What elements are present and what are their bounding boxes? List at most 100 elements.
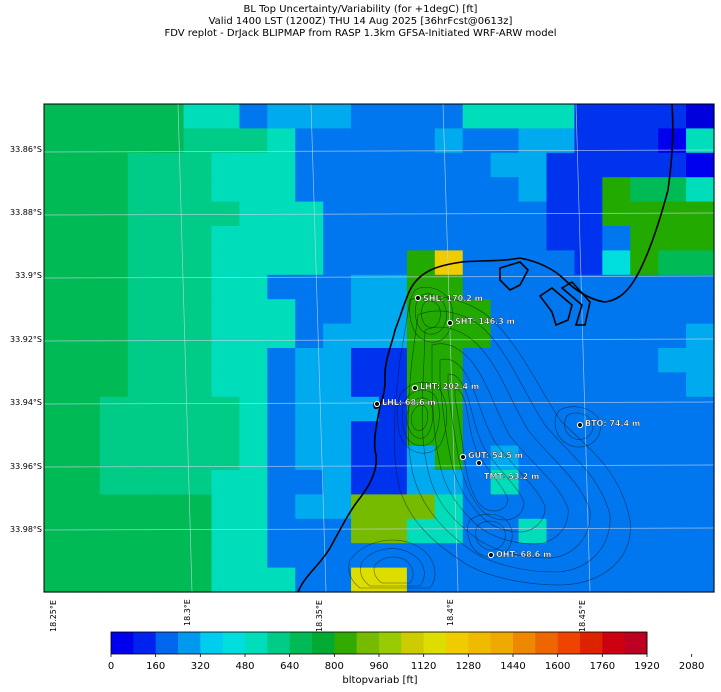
grid-cell xyxy=(127,104,157,129)
grid-cell xyxy=(686,348,715,373)
grid-cell xyxy=(127,421,157,447)
station-label: LHL: 68.6 m xyxy=(382,398,436,407)
grid-cell xyxy=(602,177,631,203)
grid-cell xyxy=(44,348,73,373)
grid-cell xyxy=(267,396,296,422)
grid-cell xyxy=(686,299,715,325)
grid-cell xyxy=(434,348,464,373)
grid-cell xyxy=(630,250,659,276)
grid-cell xyxy=(183,226,213,251)
grid-cell xyxy=(630,421,659,447)
grid-cell xyxy=(155,543,185,569)
station-marker xyxy=(576,421,584,429)
grid-cell xyxy=(351,396,380,422)
grid-cell xyxy=(434,567,464,593)
grid-cell xyxy=(183,250,213,276)
grid-cell xyxy=(44,201,73,227)
grid-cell xyxy=(406,518,436,544)
grid-cell xyxy=(602,274,631,300)
lon-label-4: 18.4°E xyxy=(446,599,455,626)
lat-label-7: 33.98°S xyxy=(10,525,42,534)
grid-cell xyxy=(267,104,296,129)
grid-cell xyxy=(44,152,73,178)
grid-cell xyxy=(602,567,631,593)
grid-cell xyxy=(658,201,687,227)
grid-cell xyxy=(99,543,129,569)
grid-cell xyxy=(574,348,603,373)
grid-cell xyxy=(686,518,715,544)
colorbar-segment xyxy=(356,632,380,654)
grid-cell xyxy=(99,226,129,251)
grid-cell xyxy=(686,445,715,471)
station-marker xyxy=(459,453,467,461)
grid-cell xyxy=(602,348,631,373)
grid-cell xyxy=(127,372,157,398)
colorbar-segment xyxy=(535,632,559,654)
grid-cell xyxy=(127,567,157,593)
station-label: LHT: 202.4 m xyxy=(420,382,479,391)
station-label: SHL: 170.2 m xyxy=(423,294,483,303)
grid-cell xyxy=(602,421,631,447)
grid-cell xyxy=(602,494,631,520)
grid-cell xyxy=(127,274,157,300)
grid-cell xyxy=(44,372,73,398)
colorbar-segment xyxy=(111,632,134,654)
grid-cell xyxy=(574,152,603,178)
grid-cell xyxy=(44,323,73,349)
grid-cell xyxy=(155,104,185,129)
colorbar-segment xyxy=(334,632,358,654)
title-line-2: Valid 1400 LST (1200Z) THU 14 Aug 2025 [… xyxy=(208,16,513,27)
grid-cell xyxy=(295,152,324,178)
grid-cell xyxy=(406,104,436,129)
grid-cell xyxy=(518,348,548,373)
grid-cell xyxy=(518,518,548,544)
grid-cell xyxy=(239,177,268,203)
grid-cell xyxy=(295,250,324,276)
grid-cell xyxy=(658,494,687,520)
colorbar-segment xyxy=(580,632,603,654)
grid-cell xyxy=(211,543,241,569)
grid-cell xyxy=(295,445,324,471)
grid-cell xyxy=(127,250,157,276)
grid-cell xyxy=(602,396,631,422)
grid-cell xyxy=(267,470,296,495)
grid-cell xyxy=(686,470,715,495)
grid-cell xyxy=(546,226,576,251)
station-label: SHT: 146.3 m xyxy=(455,317,515,326)
grid-cell xyxy=(239,543,268,569)
grid-cell xyxy=(406,494,436,520)
grid-cell xyxy=(155,518,185,544)
grid-cell xyxy=(379,348,408,373)
grid-cell xyxy=(434,372,464,398)
grid-cell xyxy=(239,518,268,544)
grid-cell xyxy=(351,104,380,129)
grid-cell xyxy=(658,299,687,325)
station-marker xyxy=(446,319,454,327)
grid-cell xyxy=(462,274,492,300)
grid-cell xyxy=(379,494,408,520)
grid-cell xyxy=(351,128,380,154)
grid-cell xyxy=(462,152,492,178)
grid-cell xyxy=(155,250,185,276)
station-marker xyxy=(487,551,495,559)
grid-cell xyxy=(267,518,296,544)
grid-cell xyxy=(267,372,296,398)
lat-label-1: 33.86°S xyxy=(10,145,42,154)
lon-label-3: 18.35°E xyxy=(315,600,324,632)
colorbar-segment xyxy=(490,632,514,654)
grid-cell xyxy=(323,494,352,520)
grid-cell xyxy=(546,104,576,129)
grid-cell xyxy=(351,299,380,325)
grid-cell xyxy=(183,372,213,398)
grid-cell xyxy=(211,152,241,178)
grid-cell xyxy=(127,348,157,373)
station-marker xyxy=(373,400,381,408)
grid-cell xyxy=(71,348,101,373)
grid-cell xyxy=(71,274,101,300)
grid-cell xyxy=(379,299,408,325)
grid-cell xyxy=(379,128,408,154)
grid-cell xyxy=(630,128,659,154)
grid-cell xyxy=(602,323,631,349)
lat-label-6: 33.96°S xyxy=(10,462,42,471)
grid-cell xyxy=(155,274,185,300)
